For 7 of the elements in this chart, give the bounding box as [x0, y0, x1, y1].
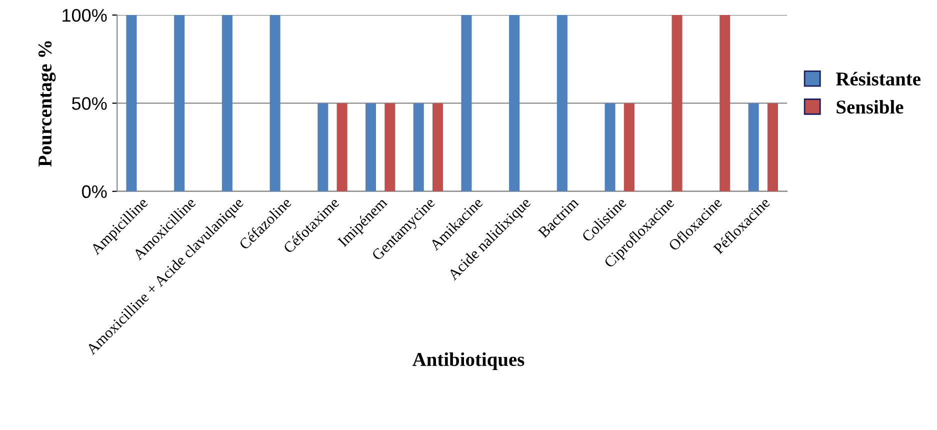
legend-label: Sensible [836, 100, 904, 114]
y-tick-label: 100% [62, 8, 107, 22]
y-tick-label: 0% [82, 185, 107, 198]
x-axis-title: Antibiotiques [412, 352, 524, 370]
y-tick-label: 50% [72, 97, 107, 110]
legend-label: Résistante [836, 72, 921, 86]
y-axis-title: Pourcentage % [38, 41, 56, 167]
